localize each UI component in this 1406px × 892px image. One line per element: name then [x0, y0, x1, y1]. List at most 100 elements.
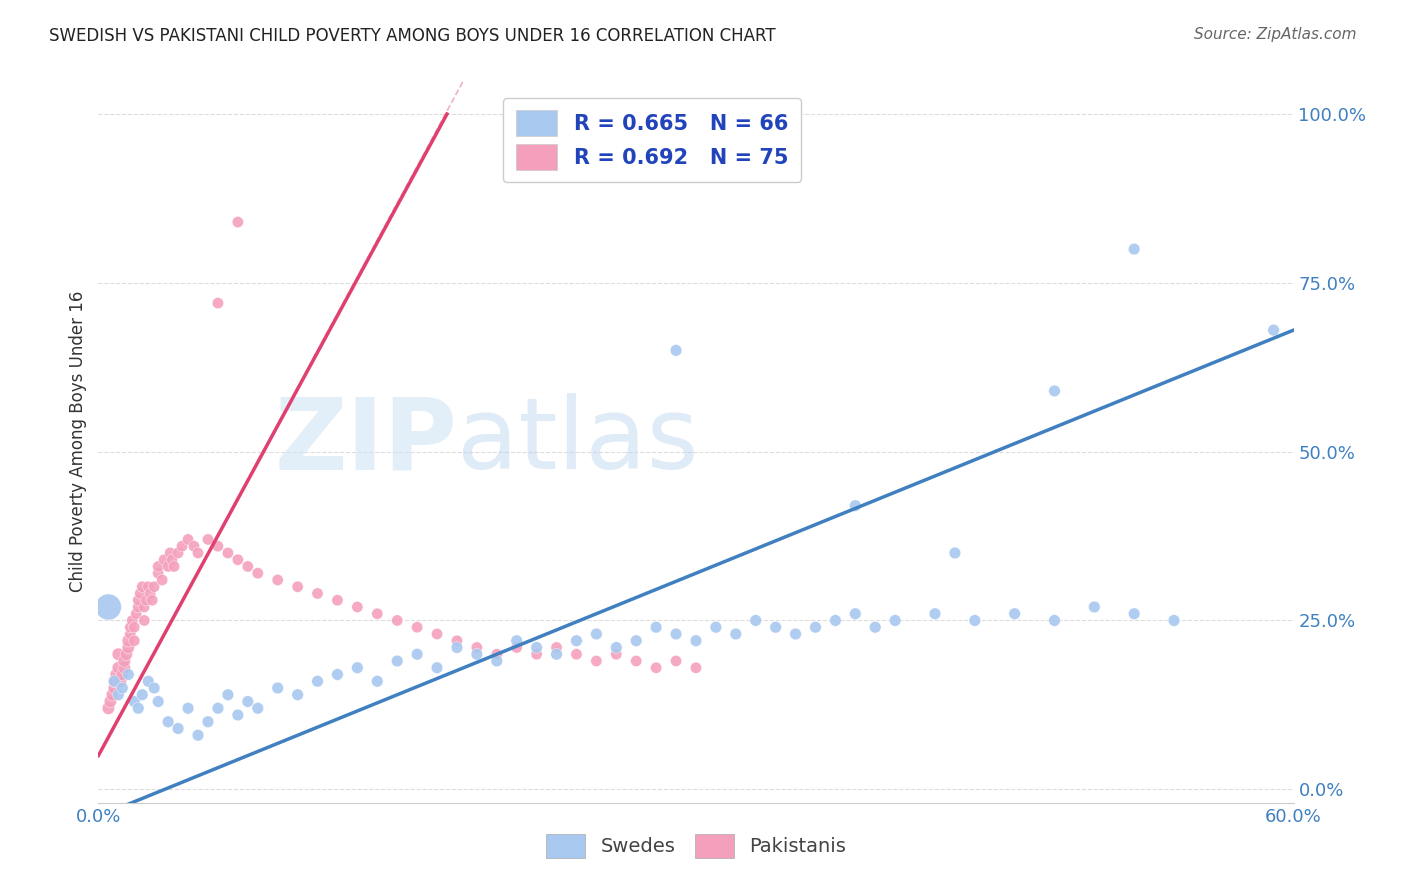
Point [236, 694, 259, 708]
Point [101, 688, 124, 702]
Text: atlas: atlas [457, 393, 699, 490]
Point [134, 614, 156, 628]
Legend: Swedes, Pakistanis: Swedes, Pakistanis [538, 826, 853, 865]
Point [97, 599, 120, 614]
Point [103, 674, 125, 689]
Point [406, 620, 429, 634]
Point [307, 674, 329, 689]
Point [865, 620, 887, 634]
Point [136, 580, 159, 594]
Point [765, 620, 787, 634]
Point [485, 654, 508, 668]
Point [121, 614, 143, 628]
Point [207, 296, 229, 310]
Point [546, 647, 568, 661]
Point [127, 593, 149, 607]
Point [526, 647, 548, 661]
Point [103, 681, 125, 695]
Point [136, 674, 159, 689]
Point [172, 539, 194, 553]
Point [605, 640, 627, 655]
Point [724, 627, 747, 641]
Point [98, 694, 122, 708]
Y-axis label: Child Poverty Among Boys Under 16: Child Poverty Among Boys Under 16 [69, 291, 87, 592]
Point [131, 688, 153, 702]
Point [217, 688, 239, 702]
Point [884, 614, 907, 628]
Point [110, 674, 132, 689]
Point [485, 647, 508, 661]
Point [943, 546, 966, 560]
Point [157, 559, 180, 574]
Point [207, 701, 229, 715]
Point [124, 620, 146, 634]
Point [139, 586, 162, 600]
Point [177, 701, 200, 715]
Point [446, 633, 468, 648]
Point [585, 627, 607, 641]
Text: ZIP: ZIP [274, 393, 457, 490]
Point [1004, 607, 1026, 621]
Point [107, 647, 129, 661]
Point [217, 546, 239, 560]
Point [120, 620, 142, 634]
Point [141, 593, 163, 607]
Point [131, 580, 153, 594]
Point [704, 620, 727, 634]
Point [366, 607, 388, 621]
Point [187, 728, 209, 742]
Point [626, 654, 648, 668]
Point [97, 701, 120, 715]
Point [1043, 614, 1066, 628]
Point [804, 620, 827, 634]
Point [924, 607, 946, 621]
Point [236, 559, 259, 574]
Point [148, 559, 170, 574]
Point [111, 667, 134, 681]
Point [163, 559, 186, 574]
Point [685, 633, 707, 648]
Point [157, 714, 180, 729]
Point [665, 654, 688, 668]
Point [197, 714, 219, 729]
Point [287, 580, 309, 594]
Point [465, 640, 488, 655]
Point [103, 674, 125, 689]
Point [844, 499, 866, 513]
Point [665, 627, 688, 641]
Point [287, 688, 309, 702]
Point [267, 573, 290, 587]
Point [685, 661, 707, 675]
Point [426, 627, 449, 641]
Point [406, 647, 429, 661]
Point [127, 701, 149, 715]
Point [326, 593, 349, 607]
Point [143, 681, 166, 695]
Text: SWEDISH VS PAKISTANI CHILD POVERTY AMONG BOYS UNDER 16 CORRELATION CHART: SWEDISH VS PAKISTANI CHILD POVERTY AMONG… [49, 27, 776, 45]
Point [177, 533, 200, 547]
Point [124, 694, 146, 708]
Point [183, 539, 205, 553]
Point [143, 580, 166, 594]
Point [844, 607, 866, 621]
Point [465, 647, 488, 661]
Point [446, 640, 468, 655]
Point [134, 599, 156, 614]
Point [107, 661, 129, 675]
Point [187, 546, 209, 560]
Point [565, 633, 588, 648]
Point [426, 661, 449, 675]
Point [112, 654, 135, 668]
Point [207, 539, 229, 553]
Point [117, 640, 139, 655]
Point [226, 552, 249, 566]
Point [226, 215, 249, 229]
Point [105, 667, 128, 681]
Point [824, 614, 846, 628]
Point [148, 694, 170, 708]
Point [745, 614, 768, 628]
Point [129, 586, 152, 600]
Point [665, 343, 688, 358]
Point [645, 661, 668, 675]
Point [645, 620, 668, 634]
